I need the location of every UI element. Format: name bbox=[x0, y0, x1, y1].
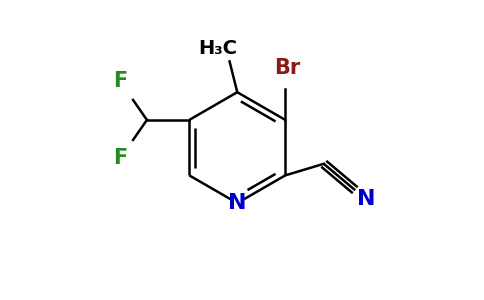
Text: F: F bbox=[113, 148, 127, 168]
Text: H₃C: H₃C bbox=[198, 39, 238, 58]
Text: F: F bbox=[113, 71, 127, 92]
Text: Br: Br bbox=[273, 58, 300, 78]
Text: N: N bbox=[228, 193, 246, 213]
Text: N: N bbox=[357, 189, 375, 209]
